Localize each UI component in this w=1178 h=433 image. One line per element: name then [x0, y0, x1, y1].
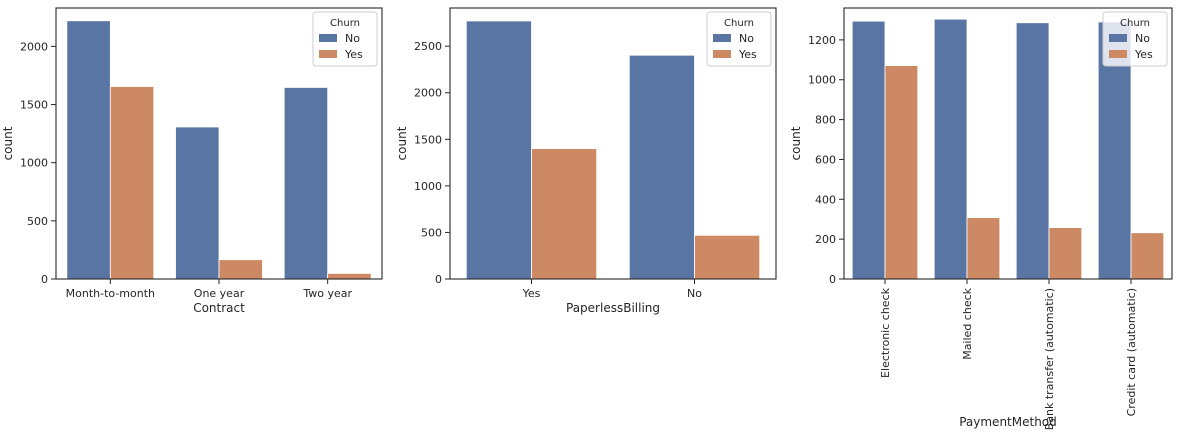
legend-title: Churn [1120, 18, 1150, 29]
y-axis-label: count [395, 126, 409, 160]
bar-yes-one-year [218, 259, 263, 280]
x-tick-label: Electronic check [879, 287, 892, 378]
bar-yes-no [694, 234, 761, 280]
y-tick-label: 500 [27, 215, 48, 228]
legend-swatch-yes [319, 50, 337, 58]
bar-no-mailed-check [933, 18, 968, 280]
x-tick-label: Credit card (automatic) [1125, 288, 1138, 416]
bar-yes-bank-transfer-automatic [1048, 227, 1083, 280]
chart-panel-2: 0 500 1000 1500 2000 2500 Yes No PaperlessBillin… [395, 7, 777, 315]
bar-yes-yes [531, 148, 598, 280]
legend-label-yes: Yes [1134, 48, 1153, 61]
bar-no-no [628, 54, 695, 280]
bar-no-bank-transfer-automatic [1015, 22, 1050, 280]
x-tick-label: Mailed check [961, 287, 974, 359]
bar-yes-mailed-check [966, 217, 1001, 280]
legend: Churn No Yes [1102, 11, 1168, 67]
y-tick-label: 0 [829, 273, 836, 286]
y-tick-label: 1000 [414, 180, 442, 193]
bar-yes-credit-card-automatic [1130, 232, 1165, 280]
y-tick-label: 2000 [414, 87, 442, 100]
legend-swatch-yes [1109, 50, 1127, 58]
bar-no-one-year [175, 126, 220, 280]
y-tick-label: 400 [815, 193, 836, 206]
legend-label-yes: Yes [344, 48, 363, 61]
y-tick-label: 2500 [414, 40, 442, 53]
y-tick-label: 800 [815, 114, 836, 127]
legend-swatch-no [1109, 34, 1127, 42]
y-axis-label: count [789, 126, 803, 160]
x-tick-label: Bank transfer (automatic) [1043, 288, 1056, 430]
axes-frame [449, 7, 777, 280]
bar-no-electronic-check [851, 20, 886, 280]
bar-no-month-to-month [66, 20, 111, 280]
y-tick-label: 1000 [20, 157, 48, 170]
x-axis-label: Contract [193, 301, 245, 315]
y-tick-label: 0 [41, 273, 48, 286]
chart-panel-1: 0 500 1000 1500 2000 Month-to-month One year Tw… [1, 7, 383, 315]
y-tick-label: 2000 [20, 40, 48, 53]
legend-title: Churn [724, 18, 754, 29]
bar-no-two-year [283, 87, 329, 280]
bar-yes-month-to-month [109, 86, 155, 280]
legend-swatch-no [713, 34, 731, 42]
x-tick-label: No [687, 287, 702, 300]
x-tick-label: Two year [302, 287, 352, 300]
y-axis-label: count [1, 126, 15, 160]
y-tick-label: 0 [435, 273, 442, 286]
y-tick-label: 600 [815, 153, 836, 166]
x-tick-label: One year [194, 287, 245, 300]
bar-yes-electronic-check [884, 65, 919, 280]
bar-no-yes [465, 20, 532, 280]
y-tick-label: 1500 [414, 133, 442, 146]
legend: Churn No Yes [312, 11, 378, 67]
legend-label-no: No [345, 32, 360, 45]
y-tick-label: 1000 [808, 74, 836, 87]
x-axis-label: PaymentMethod [959, 415, 1057, 429]
y-tick-label: 1200 [808, 34, 836, 47]
legend-label-yes: Yes [738, 48, 757, 61]
chart-panel-3: 0 200 400 600 800 1000 1200 Electronic check Mai… [789, 7, 1173, 430]
y-tick-label: 200 [815, 233, 836, 246]
x-tick-label: Month-to-month [66, 287, 155, 300]
x-axis-label: PaperlessBilling [566, 301, 660, 315]
axes-frame [843, 7, 1173, 280]
y-tick-label: 1500 [20, 99, 48, 112]
bar-yes-two-year [327, 273, 372, 280]
x-tick-label: Yes [522, 287, 541, 300]
legend-label-no: No [739, 32, 754, 45]
legend-label-no: No [1135, 32, 1150, 45]
legend-swatch-yes [713, 50, 731, 58]
legend-title: Churn [330, 18, 360, 29]
legend: Churn No Yes [706, 11, 772, 67]
y-tick-label: 500 [421, 226, 442, 239]
legend-swatch-no [319, 34, 337, 42]
